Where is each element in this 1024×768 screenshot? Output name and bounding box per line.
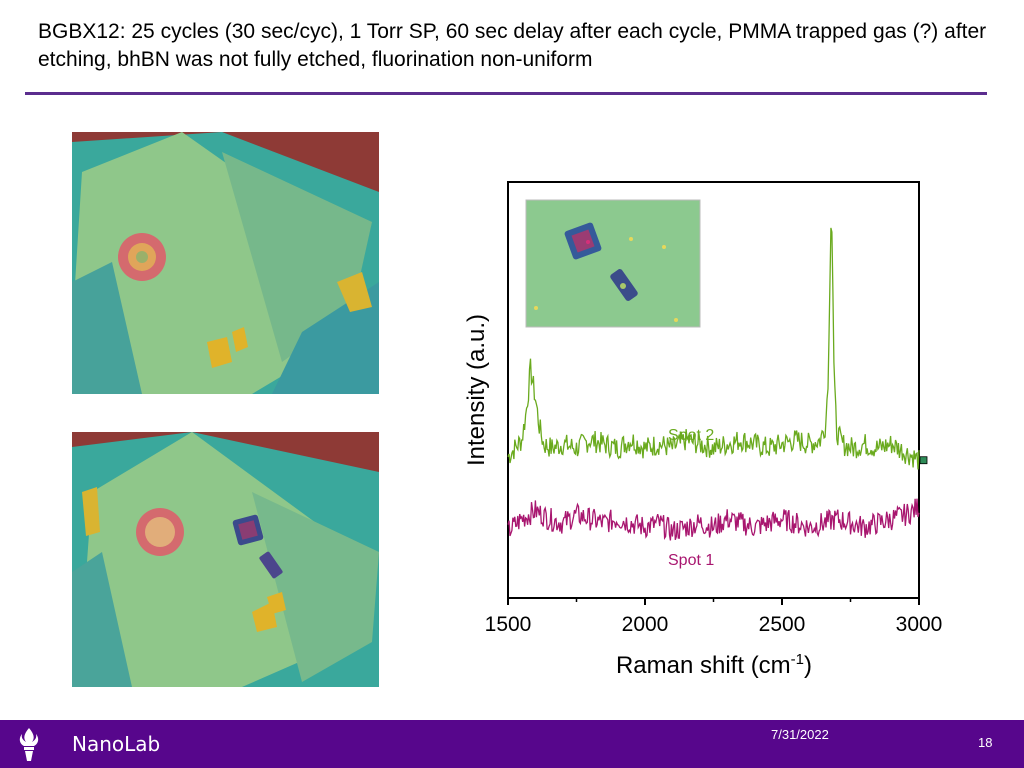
x-tick-label-2000: 2000	[622, 613, 669, 636]
series-line-spot-2	[507, 227, 920, 470]
footer-bar: NanoLab 7/31/2022 18	[0, 720, 1024, 768]
torch-icon	[19, 728, 39, 761]
optical-micrograph-bottom	[72, 432, 379, 687]
footer-lab-name: NanoLab	[72, 732, 161, 756]
x-axis-label-end: )	[804, 652, 812, 679]
x-axis-label-main: Raman shift (cm	[616, 652, 791, 679]
series-label-spot-1: Spot 1	[668, 552, 714, 569]
series-label-spot-2: Spot 2	[668, 427, 714, 444]
series-line-spot-1	[507, 498, 920, 541]
series-end-marker	[919, 456, 928, 465]
footer-date: 7/31/2022	[771, 727, 829, 742]
title-divider	[25, 92, 987, 95]
slide-title: BGBX12: 25 cycles (30 sec/cyc), 1 Torr S…	[38, 20, 987, 71]
x-axis-label: Raman shift (cm-1)	[616, 651, 812, 679]
x-axis-label-sup: -1	[791, 651, 804, 668]
optical-micrograph-top	[72, 132, 379, 394]
inset-micrograph	[525, 199, 701, 328]
footer-page-number: 18	[978, 735, 993, 750]
raman-chart: 1500 2000 2500 3000 Intensity (a.u.) Raman …	[463, 181, 943, 679]
x-tick-label-2500: 2500	[759, 613, 806, 636]
y-axis-label: Intensity (a.u.)	[463, 314, 490, 466]
x-tick-label-3000: 3000	[896, 613, 943, 636]
x-tick-label-1500: 1500	[485, 613, 532, 636]
